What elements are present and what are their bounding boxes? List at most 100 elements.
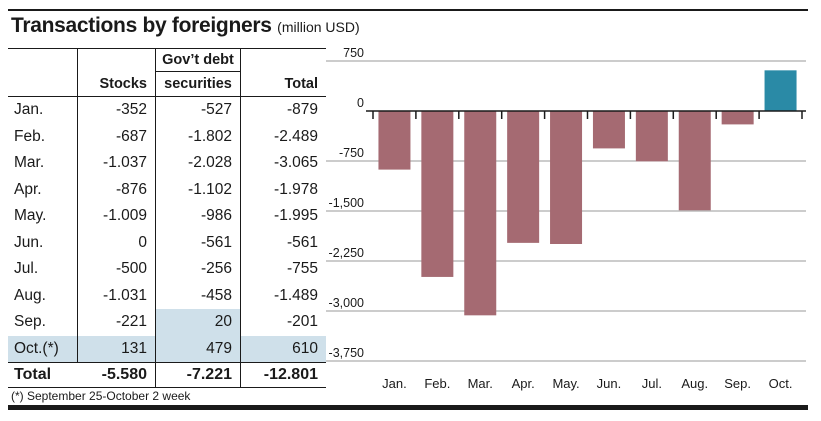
x-tick-label: Feb. (424, 376, 450, 391)
total-gov: -7.221 (155, 362, 241, 388)
row-stocks: 0 (77, 229, 156, 256)
bar (507, 111, 540, 243)
bar-chart: 750 0 -750 -1,500 -2,250 -3,000 -3,750 Jan. Feb.… (326, 48, 806, 391)
bar (378, 111, 411, 170)
y-tick-label: -1,500 (329, 196, 364, 210)
row-total: -1.489 (274, 286, 318, 304)
row-total: -1.995 (274, 207, 318, 225)
row-stocks: -1.037 (77, 150, 156, 177)
table-row: May. -1.009 -986 -1.995 (8, 203, 326, 230)
x-tick-label: Aug. (681, 376, 708, 391)
bottom-rule (8, 405, 808, 410)
row-total: -2.489 (274, 127, 318, 145)
total-label: Total (8, 362, 78, 388)
header-total: Total (240, 71, 326, 97)
row-month: Feb. (8, 123, 78, 150)
table-header-row-top: Gov’t debt (8, 48, 326, 72)
row-total: -879 (286, 101, 318, 119)
row-total: -201 (286, 313, 318, 331)
bar (550, 111, 583, 244)
row-total: -755 (286, 260, 318, 278)
row-stocks: -687 (77, 123, 156, 150)
header-empty-cell (240, 48, 326, 72)
title-text: Transactions by foreigners (11, 14, 272, 37)
header-empty-cell (8, 71, 78, 97)
row-gov-debt: -1.102 (155, 176, 241, 203)
footnote: (*) September 25-October 2 week (11, 389, 191, 403)
header-gov-debt: securities (155, 71, 241, 97)
bar (764, 70, 797, 111)
table-row: Oct.(*) 131 479 610 (8, 335, 326, 363)
row-month: Apr. (8, 176, 78, 203)
row-month: Oct.(*) (8, 335, 78, 363)
row-gov-debt: 479 (155, 335, 241, 363)
header-empty-cell (77, 48, 156, 72)
table-total-row: Total -5.580 -7.221 -12.801 (8, 362, 326, 388)
table-row: Jan. -352 -527 -879 (8, 96, 326, 124)
x-tick-label: Apr. (512, 376, 535, 391)
table-row: Jul. -500 -256 -755 (8, 256, 326, 283)
row-gov-debt: -561 (155, 229, 241, 256)
row-total: -561 (286, 233, 318, 251)
y-tick-label: -2,250 (329, 246, 364, 260)
x-tick-label: May. (552, 376, 579, 391)
row-gov-debt: -2.028 (155, 150, 241, 177)
x-tick-label: Mar. (468, 376, 493, 391)
table-row: Sep. -221 20 -201 (8, 309, 326, 336)
row-gov-debt: 20 (155, 309, 241, 336)
table-header-row: Stocks securities Total (8, 71, 326, 97)
y-tick-label: -3,000 (329, 296, 364, 310)
row-stocks: -352 (77, 96, 156, 124)
row-month: Jul. (8, 256, 78, 283)
row-total: -3.065 (274, 154, 318, 172)
y-tick-label: -3,750 (329, 346, 364, 360)
row-gov-debt: -256 (155, 256, 241, 283)
y-tick-label: 750 (343, 48, 364, 60)
x-tick-label: Sep. (724, 376, 751, 391)
header-gov-debt-top: Gov’t debt (155, 48, 241, 72)
row-month: Jun. (8, 229, 78, 256)
row-stocks: -1.009 (77, 203, 156, 230)
top-rule (8, 9, 808, 11)
bar (721, 111, 754, 125)
row-month: May. (8, 203, 78, 230)
row-stocks: -1.031 (77, 282, 156, 309)
row-month: Sep. (8, 309, 78, 336)
chart-title: Transactions by foreigners (million USD) (11, 14, 360, 38)
x-tick-label: Jun. (597, 376, 622, 391)
subtitle-text: (million USD) (277, 19, 360, 35)
row-total: -1.978 (274, 180, 318, 198)
x-tick-label: Jan. (382, 376, 407, 391)
bar (421, 111, 454, 277)
header-stocks: Stocks (77, 71, 156, 97)
row-stocks: -221 (77, 309, 156, 336)
x-tick-label: Oct. (769, 376, 793, 391)
row-stocks: -500 (77, 256, 156, 283)
x-tick-label: Jul. (642, 376, 662, 391)
bar (592, 111, 625, 149)
table-body: Jan. -352 -527 -879 Feb. -687 -1.802 -2.489 Mar.… (8, 96, 326, 363)
row-month: Jan. (8, 96, 78, 124)
row-gov-debt: -986 (155, 203, 241, 230)
bar (635, 111, 668, 162)
header-empty-cell (8, 48, 78, 72)
bar (678, 111, 711, 211)
row-gov-debt: -527 (155, 96, 241, 124)
transactions-table: Gov’t debt Stocks securities Total Jan. -… (8, 48, 326, 388)
table-row: Feb. -687 -1.802 -2.489 (8, 123, 326, 150)
table-row: Apr. -876 -1.102 -1.978 (8, 176, 326, 203)
table-row: Aug. -1.031 -458 -1.489 (8, 282, 326, 309)
total-total: -12.801 (240, 362, 326, 388)
y-tick-label: -750 (339, 146, 364, 160)
row-month: Aug. (8, 282, 78, 309)
total-stocks: -5.580 (77, 362, 156, 388)
row-stocks: -876 (77, 176, 156, 203)
row-total: 610 (240, 335, 326, 363)
row-gov-debt: -1.802 (155, 123, 241, 150)
bar (464, 111, 497, 316)
table-row: Mar. -1.037 -2.028 -3.065 (8, 150, 326, 177)
row-month: Mar. (8, 150, 78, 177)
row-gov-debt: -458 (155, 282, 241, 309)
table-row: Jun. 0 -561 -561 (8, 229, 326, 256)
row-stocks: 131 (77, 335, 156, 363)
